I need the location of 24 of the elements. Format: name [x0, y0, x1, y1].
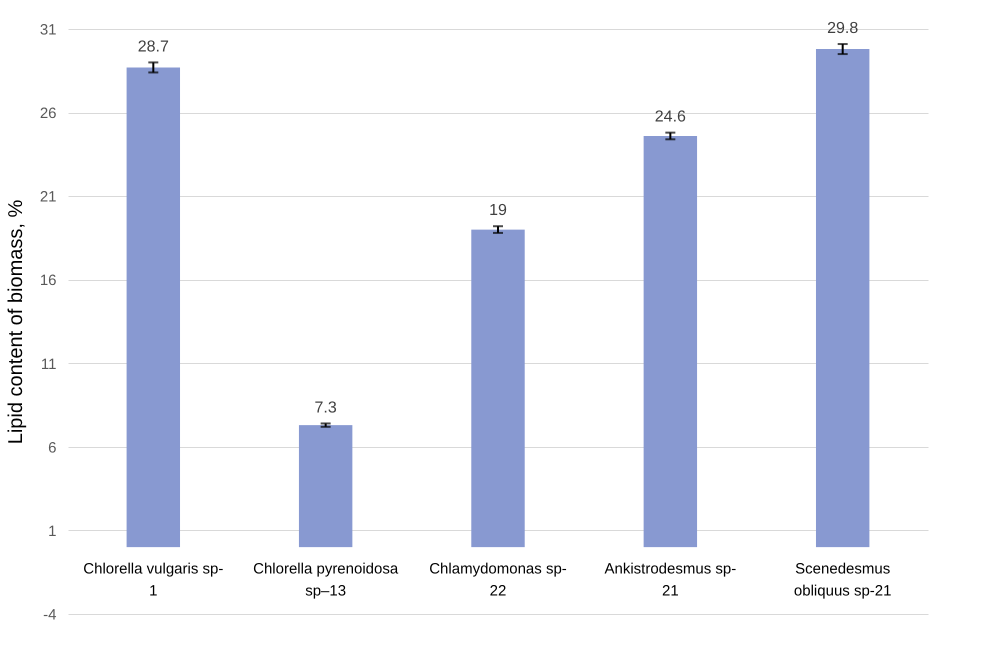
- y-tick-label: 31: [40, 22, 56, 38]
- data-label: 29.8: [827, 20, 858, 38]
- y-axis-title: Lipid content of biomass, %: [4, 200, 27, 444]
- y-tick-label: -4: [43, 606, 56, 624]
- x-tick-label: Chlorella vulgaris sp- 1: [83, 560, 224, 600]
- bar: [126, 67, 180, 548]
- data-label: 19: [489, 202, 507, 220]
- data-label: 24.6: [654, 108, 686, 126]
- data-label: 28.7: [138, 38, 169, 56]
- x-tick-label: Scenedesmus obliquus sp-21: [794, 560, 892, 600]
- x-tick-label: Chlorella pyrenoidosa sp–13: [253, 560, 399, 600]
- y-tick-label: 11: [40, 356, 56, 373]
- bar: [298, 425, 352, 548]
- y-tick-label: 16: [40, 272, 56, 290]
- x-tick-label: Ankistrodesmus sp- 21: [604, 560, 736, 600]
- bar: [471, 230, 525, 548]
- y-tick-label: 1: [48, 522, 56, 540]
- y-tick-label: 21: [40, 188, 56, 206]
- bar: [644, 136, 698, 548]
- x-tick-label: Chlamydomonas sp- 22: [429, 560, 567, 600]
- data-label: 7.3: [314, 399, 337, 416]
- y-tick-label: 6: [48, 439, 56, 456]
- bar: [816, 49, 870, 548]
- y-tick-label: 26: [40, 105, 56, 122]
